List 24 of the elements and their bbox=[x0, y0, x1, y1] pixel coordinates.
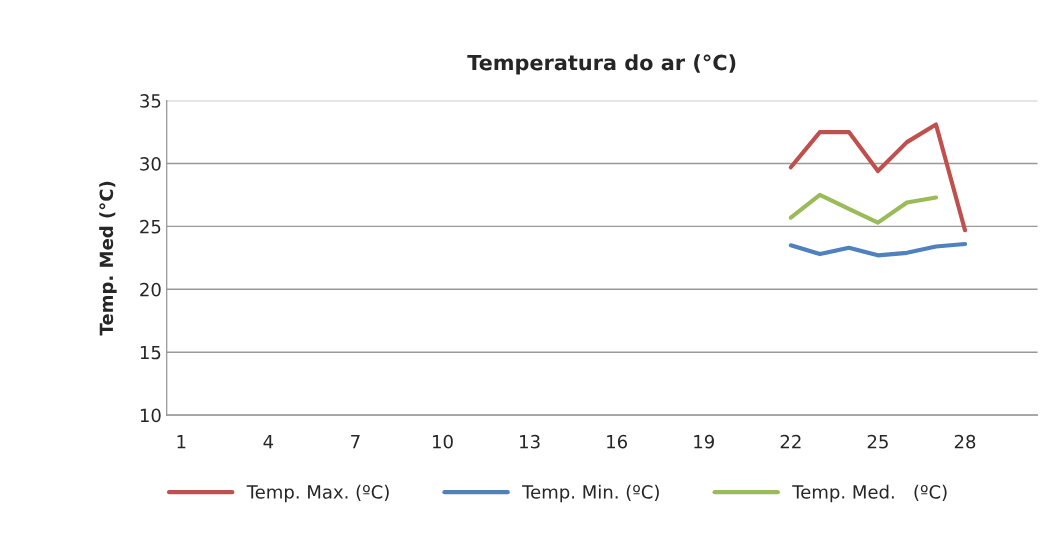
x-tick-label: 7 bbox=[351, 435, 360, 449]
y-tick-label: 25 bbox=[140, 219, 161, 234]
legend-label: Temp. Min. (ºC) bbox=[522, 484, 659, 503]
y-axis-title: Temp. Med (°C) bbox=[99, 181, 117, 336]
x-tick-label: 25 bbox=[867, 434, 888, 449]
x-tick-label: 4 bbox=[263, 435, 274, 449]
x-tick-label: 19 bbox=[694, 434, 714, 449]
line-series bbox=[788, 192, 939, 225]
y-tick-label: 30 bbox=[140, 156, 161, 171]
x-tick-label: 22 bbox=[780, 434, 801, 449]
line-series bbox=[788, 122, 968, 233]
chart-title: Temperatura do ar (°C) bbox=[467, 54, 736, 75]
y-tick-label: 10 bbox=[140, 408, 161, 423]
x-tick-label: 10 bbox=[433, 434, 453, 449]
y-tick-label: 35 bbox=[140, 94, 161, 108]
line-series bbox=[788, 241, 968, 258]
x-tick-label: 13 bbox=[520, 434, 540, 449]
legend-label: Temp. Max. (ºC) bbox=[246, 484, 389, 503]
y-tick-label: 15 bbox=[140, 345, 161, 360]
legend-label: Temp. Med. (ºC) bbox=[792, 484, 947, 503]
x-tick-label: 16 bbox=[607, 434, 628, 449]
x-tick-label: 28 bbox=[954, 434, 976, 449]
x-tick-label: 1 bbox=[177, 435, 186, 449]
y-tick-label: 20 bbox=[140, 282, 161, 297]
